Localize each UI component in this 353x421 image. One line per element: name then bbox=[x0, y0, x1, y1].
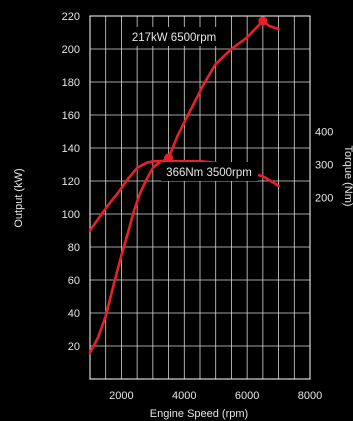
x-tick-label: 8000 bbox=[298, 390, 322, 402]
y-tick-label: 80 bbox=[68, 242, 80, 254]
y2-axis-title: Torque (Nm) bbox=[342, 145, 353, 206]
y-tick-label: 100 bbox=[62, 209, 80, 221]
y-tick-label: 140 bbox=[62, 143, 80, 155]
peak-power-marker bbox=[258, 16, 267, 25]
x-tick-label: 2000 bbox=[109, 390, 133, 402]
grid bbox=[90, 16, 310, 379]
y-tick-label: 40 bbox=[68, 308, 80, 320]
y2-tick-label: 300 bbox=[315, 160, 333, 172]
x-tick-label: 4000 bbox=[172, 390, 196, 402]
y-tick-label: 220 bbox=[62, 11, 80, 23]
y-tick-label: 60 bbox=[68, 275, 80, 287]
annotation-peak-torque-text: 366Nm 3500rpm bbox=[166, 167, 252, 179]
y2-tick-label: 400 bbox=[315, 127, 333, 139]
y2-tick-label: 200 bbox=[315, 193, 333, 205]
y2-axis-ticks: 200 300 400 bbox=[315, 127, 333, 205]
annotation-peak-power-text: 217kW 6500rpm bbox=[132, 32, 216, 44]
x-axis-ticks: 2000 4000 6000 8000 bbox=[109, 390, 322, 402]
y-tick-label: 160 bbox=[62, 110, 80, 122]
peak-torque-marker bbox=[164, 153, 173, 162]
y-tick-label: 200 bbox=[62, 44, 80, 56]
annotation-peak-torque: 366Nm 3500rpm bbox=[161, 162, 258, 181]
y-axis-ticks: 20 40 60 80 100 120 140 160 180 200 220 bbox=[62, 11, 80, 353]
annotation-peak-power: 217kW 6500rpm bbox=[126, 27, 223, 46]
y-tick-label: 180 bbox=[62, 77, 80, 89]
y-tick-label: 120 bbox=[62, 176, 80, 188]
y-tick-label: 20 bbox=[68, 341, 80, 353]
x-tick-label: 6000 bbox=[235, 390, 259, 402]
y-axis-title: Output (kW) bbox=[13, 168, 25, 227]
x-axis-title: Engine Speed (rpm) bbox=[150, 408, 248, 420]
